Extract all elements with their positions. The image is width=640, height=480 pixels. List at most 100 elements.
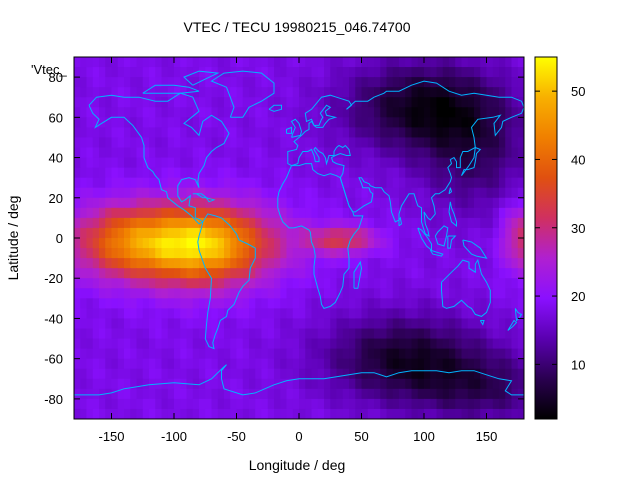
heatmap-cell [192, 238, 200, 249]
heatmap-cell [405, 187, 413, 199]
heatmap-cell [105, 388, 113, 400]
heatmap-cell [149, 298, 156, 309]
heatmap-cell [467, 408, 475, 419]
heatmap-cell [267, 258, 275, 269]
heatmap-cell [311, 308, 319, 320]
heatmap-cell [274, 398, 281, 410]
heatmap-cell [86, 107, 94, 118]
heatmap-cell [280, 87, 288, 98]
heatmap-cell [217, 207, 225, 219]
heatmap-cell [405, 338, 413, 350]
heatmap-cell [261, 408, 269, 419]
heatmap-cell [255, 107, 263, 118]
heatmap-cell [261, 157, 269, 169]
heatmap-cell [442, 278, 450, 289]
heatmap-cell [274, 77, 281, 88]
heatmap-cell [349, 157, 356, 169]
heatmap-cell [255, 57, 263, 68]
heatmap-cell [374, 288, 381, 299]
heatmap-cell [405, 217, 413, 229]
heatmap-cell [249, 408, 256, 419]
heatmap-cell [367, 388, 375, 400]
heatmap-cell [305, 217, 313, 229]
heatmap-cell [336, 167, 344, 179]
heatmap-cell [199, 378, 206, 390]
heatmap-cell [280, 117, 288, 128]
heatmap-cell [486, 207, 494, 219]
heatmap-cell [142, 167, 150, 179]
heatmap-cell [155, 87, 163, 98]
heatmap-cell [236, 318, 244, 330]
heatmap-cell [80, 117, 88, 128]
heatmap-cell [386, 197, 394, 209]
heatmap-cell [342, 117, 350, 128]
heatmap-cell [136, 167, 144, 179]
heatmap-cell [255, 147, 263, 159]
heatmap-cell [342, 328, 350, 340]
heatmap-cell [280, 318, 288, 330]
heatmap-cell [411, 388, 419, 400]
heatmap-cell [374, 388, 381, 400]
heatmap-cell [392, 278, 400, 289]
heatmap-cell [492, 227, 500, 239]
heatmap-cell [449, 147, 456, 159]
heatmap-cell [192, 197, 200, 209]
heatmap-cell [267, 368, 275, 380]
heatmap-cell [355, 258, 363, 269]
heatmap-cell [492, 177, 500, 189]
heatmap-cell [511, 137, 519, 149]
heatmap-cell [486, 177, 494, 189]
heatmap-cell [99, 318, 106, 330]
heatmap-cell [92, 67, 100, 78]
heatmap-cell [124, 368, 131, 380]
heatmap-cell [286, 187, 294, 199]
heatmap-cell [224, 117, 231, 128]
heatmap-cell [124, 107, 131, 118]
heatmap-cell [517, 298, 524, 309]
heatmap-cell [467, 77, 475, 88]
heatmap-cell [430, 258, 438, 269]
heatmap-cell [142, 87, 150, 98]
heatmap-cell [286, 207, 294, 219]
heatmap-cell [286, 268, 294, 279]
heatmap-cell [324, 308, 331, 320]
heatmap-cell [124, 308, 131, 320]
heatmap-cell [274, 348, 281, 360]
heatmap-cell [405, 378, 413, 390]
heatmap-cell [86, 57, 94, 68]
heatmap-cell [436, 57, 444, 68]
heatmap-cell [330, 77, 338, 88]
heatmap-cell [436, 67, 444, 78]
heatmap-cell [305, 258, 313, 269]
heatmap-cell [242, 318, 250, 330]
heatmap-cell [217, 308, 225, 320]
heatmap-cell [424, 147, 431, 159]
heatmap-cell [111, 177, 119, 189]
heatmap-cell [399, 318, 406, 330]
y-tick-label: 20 [49, 191, 63, 206]
heatmap-cell [324, 318, 331, 330]
heatmap-cell [499, 248, 506, 259]
heatmap-cell [286, 368, 294, 380]
coastline-path [462, 239, 488, 259]
heatmap-cell [111, 87, 119, 98]
heatmap-cell [349, 408, 356, 419]
heatmap-cell [280, 358, 288, 370]
heatmap-cell [199, 238, 206, 249]
heatmap-cell [374, 67, 381, 78]
heatmap-cell [199, 398, 206, 410]
heatmap-cell [130, 308, 138, 320]
heatmap-cell [305, 227, 313, 239]
heatmap-cell [136, 298, 144, 309]
heatmap-cell [155, 57, 163, 68]
heatmap-cell [174, 298, 181, 309]
key-label: 'Vtec_ [31, 62, 67, 77]
heatmap-cell [317, 378, 325, 390]
heatmap-cell [455, 258, 463, 269]
heatmap-cell [80, 368, 88, 380]
heatmap-cell [455, 187, 463, 199]
heatmap-cell [499, 358, 506, 370]
heatmap-cell [392, 77, 400, 88]
heatmap-cell [492, 248, 500, 259]
heatmap-cell [199, 207, 206, 219]
